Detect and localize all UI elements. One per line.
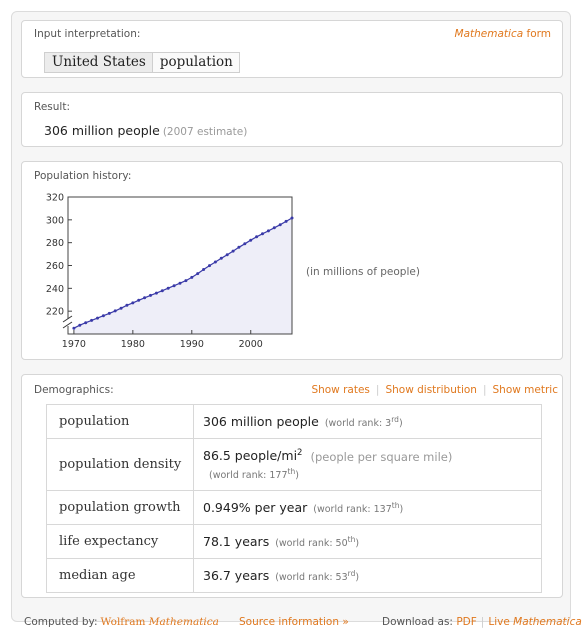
y-tick-label: 320 — [46, 193, 64, 204]
y-tick-label: 220 — [46, 307, 64, 318]
x-tick-label: 2000 — [239, 339, 263, 350]
source-information-link[interactable]: Source information » — [239, 616, 349, 628]
data-point — [84, 321, 88, 325]
data-point — [154, 291, 158, 295]
data-point — [166, 286, 170, 290]
data-point — [125, 303, 129, 307]
y-tick-label: 280 — [46, 238, 64, 249]
table-row: population density 86.5 people/mi2 (peopl… — [46, 438, 542, 491]
x-tick-label: 1970 — [62, 339, 86, 350]
data-point — [261, 232, 264, 236]
data-point — [237, 245, 241, 249]
data-point — [249, 238, 253, 242]
data-point — [208, 264, 211, 268]
data-point — [96, 316, 99, 320]
data-point — [196, 272, 200, 276]
world-rank: (world rank: 53rd) — [275, 568, 360, 583]
table-row: median age 36.7 years (world rank: 53rd) — [46, 558, 542, 593]
download-pdf-link[interactable]: PDF — [456, 616, 477, 628]
data-point — [137, 298, 141, 302]
data-point — [243, 242, 247, 246]
x-tick-label: 1990 — [180, 339, 204, 350]
data-point — [284, 219, 288, 223]
table-row: life expectancy 78.1 years (world rank: … — [46, 524, 542, 559]
world-rank: (world rank: 177th) — [209, 466, 299, 481]
show-metric-link[interactable]: Show metric — [492, 384, 558, 396]
axis-break-gap — [64, 319, 72, 326]
data-point — [119, 306, 123, 310]
data-point — [202, 268, 206, 271]
pod-title: Input interpretation: — [34, 28, 141, 40]
world-rank: (world rank: 3rd) — [324, 414, 403, 429]
data-point — [266, 229, 270, 233]
data-point — [255, 235, 259, 239]
result-value: 306 million people (2007 estimate) — [44, 123, 248, 138]
row-label: median age — [46, 558, 194, 593]
data-point — [184, 279, 188, 283]
population-history-pod: Population history: 220 240 260 280 300 320 19… — [21, 161, 563, 360]
pod-title: Demographics: — [34, 384, 114, 396]
result-pod: Result: 306 million people (2007 estimate… — [21, 92, 563, 147]
population-chart: 220 240 260 280 300 320 1970 1980 1990 2000 — [46, 193, 294, 350]
row-label: population growth — [46, 490, 194, 525]
data-point — [225, 253, 229, 257]
data-point — [190, 275, 194, 279]
demographics-links: Show rates | Show distribution | Show me… — [311, 384, 558, 396]
data-point — [219, 256, 223, 260]
chip-entity: United States — [45, 53, 152, 72]
table-row: population 306 million people (world ran… — [46, 404, 542, 439]
axis-break-mark — [62, 315, 73, 323]
pod-title: Population history: — [34, 170, 132, 182]
data-point — [131, 301, 135, 305]
y-tick-label: 240 — [46, 284, 64, 295]
wolfram-mathematica-logo[interactable]: Wolfram Mathematica — [100, 616, 219, 628]
x-tick-label: 1980 — [121, 339, 145, 350]
world-rank: (world rank: 137th) — [313, 500, 404, 515]
data-point — [278, 223, 282, 227]
demographics-pod: Demographics: Show rates | Show distribu… — [21, 374, 563, 598]
pod-title: Result: — [34, 101, 70, 113]
data-point — [101, 314, 105, 318]
data-point — [107, 311, 111, 315]
data-point — [143, 296, 147, 300]
download-live-mathematica-link[interactable]: Live Mathematica — [488, 616, 582, 628]
world-rank: (world rank: 50th) — [275, 534, 360, 549]
data-point — [178, 281, 182, 285]
input-interpretation-pod: Input interpretation: Mathematica form U… — [21, 20, 563, 78]
row-value: 0.949% per year (world rank: 137th) — [193, 490, 542, 525]
result-note: (2007 estimate) — [162, 126, 248, 138]
y-tick-label: 300 — [46, 215, 64, 226]
computed-by: Computed by: Wolfram Mathematica — [24, 616, 219, 628]
chart-unit-note: (in millions of people) — [306, 266, 420, 278]
axis-break-mark — [62, 321, 73, 329]
chip-property: population — [151, 53, 239, 72]
row-value: 78.1 years (world rank: 50th) — [193, 524, 542, 559]
row-label: life expectancy — [46, 524, 194, 559]
download-as: Download as: PDF | Live Mathematica — [382, 616, 582, 628]
data-point — [113, 309, 117, 313]
data-point — [172, 284, 176, 288]
row-value: 86.5 people/mi2 (people per square mile)(… — [193, 438, 542, 491]
row-value: 36.7 years (world rank: 53rd) — [193, 558, 542, 593]
data-point — [90, 318, 94, 322]
row-label: population density — [46, 438, 194, 491]
row-label: population — [46, 404, 194, 439]
data-point — [72, 326, 76, 330]
table-row: population growth 0.949% per year (world… — [46, 490, 542, 525]
show-rates-link[interactable]: Show rates — [311, 384, 370, 396]
row-value: 306 million people (world rank: 3rd) — [193, 404, 542, 439]
interpretation-chips: United States population — [44, 52, 240, 73]
data-point — [272, 226, 276, 230]
y-tick-label: 260 — [46, 261, 64, 272]
data-point — [160, 289, 164, 293]
demographics-table: population 306 million people (world ran… — [46, 404, 542, 593]
density-unit-note: (people per square mile) — [310, 449, 453, 464]
show-distribution-link[interactable]: Show distribution — [385, 384, 477, 396]
data-point — [231, 249, 235, 253]
data-point — [213, 260, 217, 264]
data-point — [78, 323, 82, 327]
data-point — [149, 293, 152, 297]
data-point — [290, 216, 294, 220]
mathematica-form-link[interactable]: Mathematica form — [454, 28, 551, 40]
